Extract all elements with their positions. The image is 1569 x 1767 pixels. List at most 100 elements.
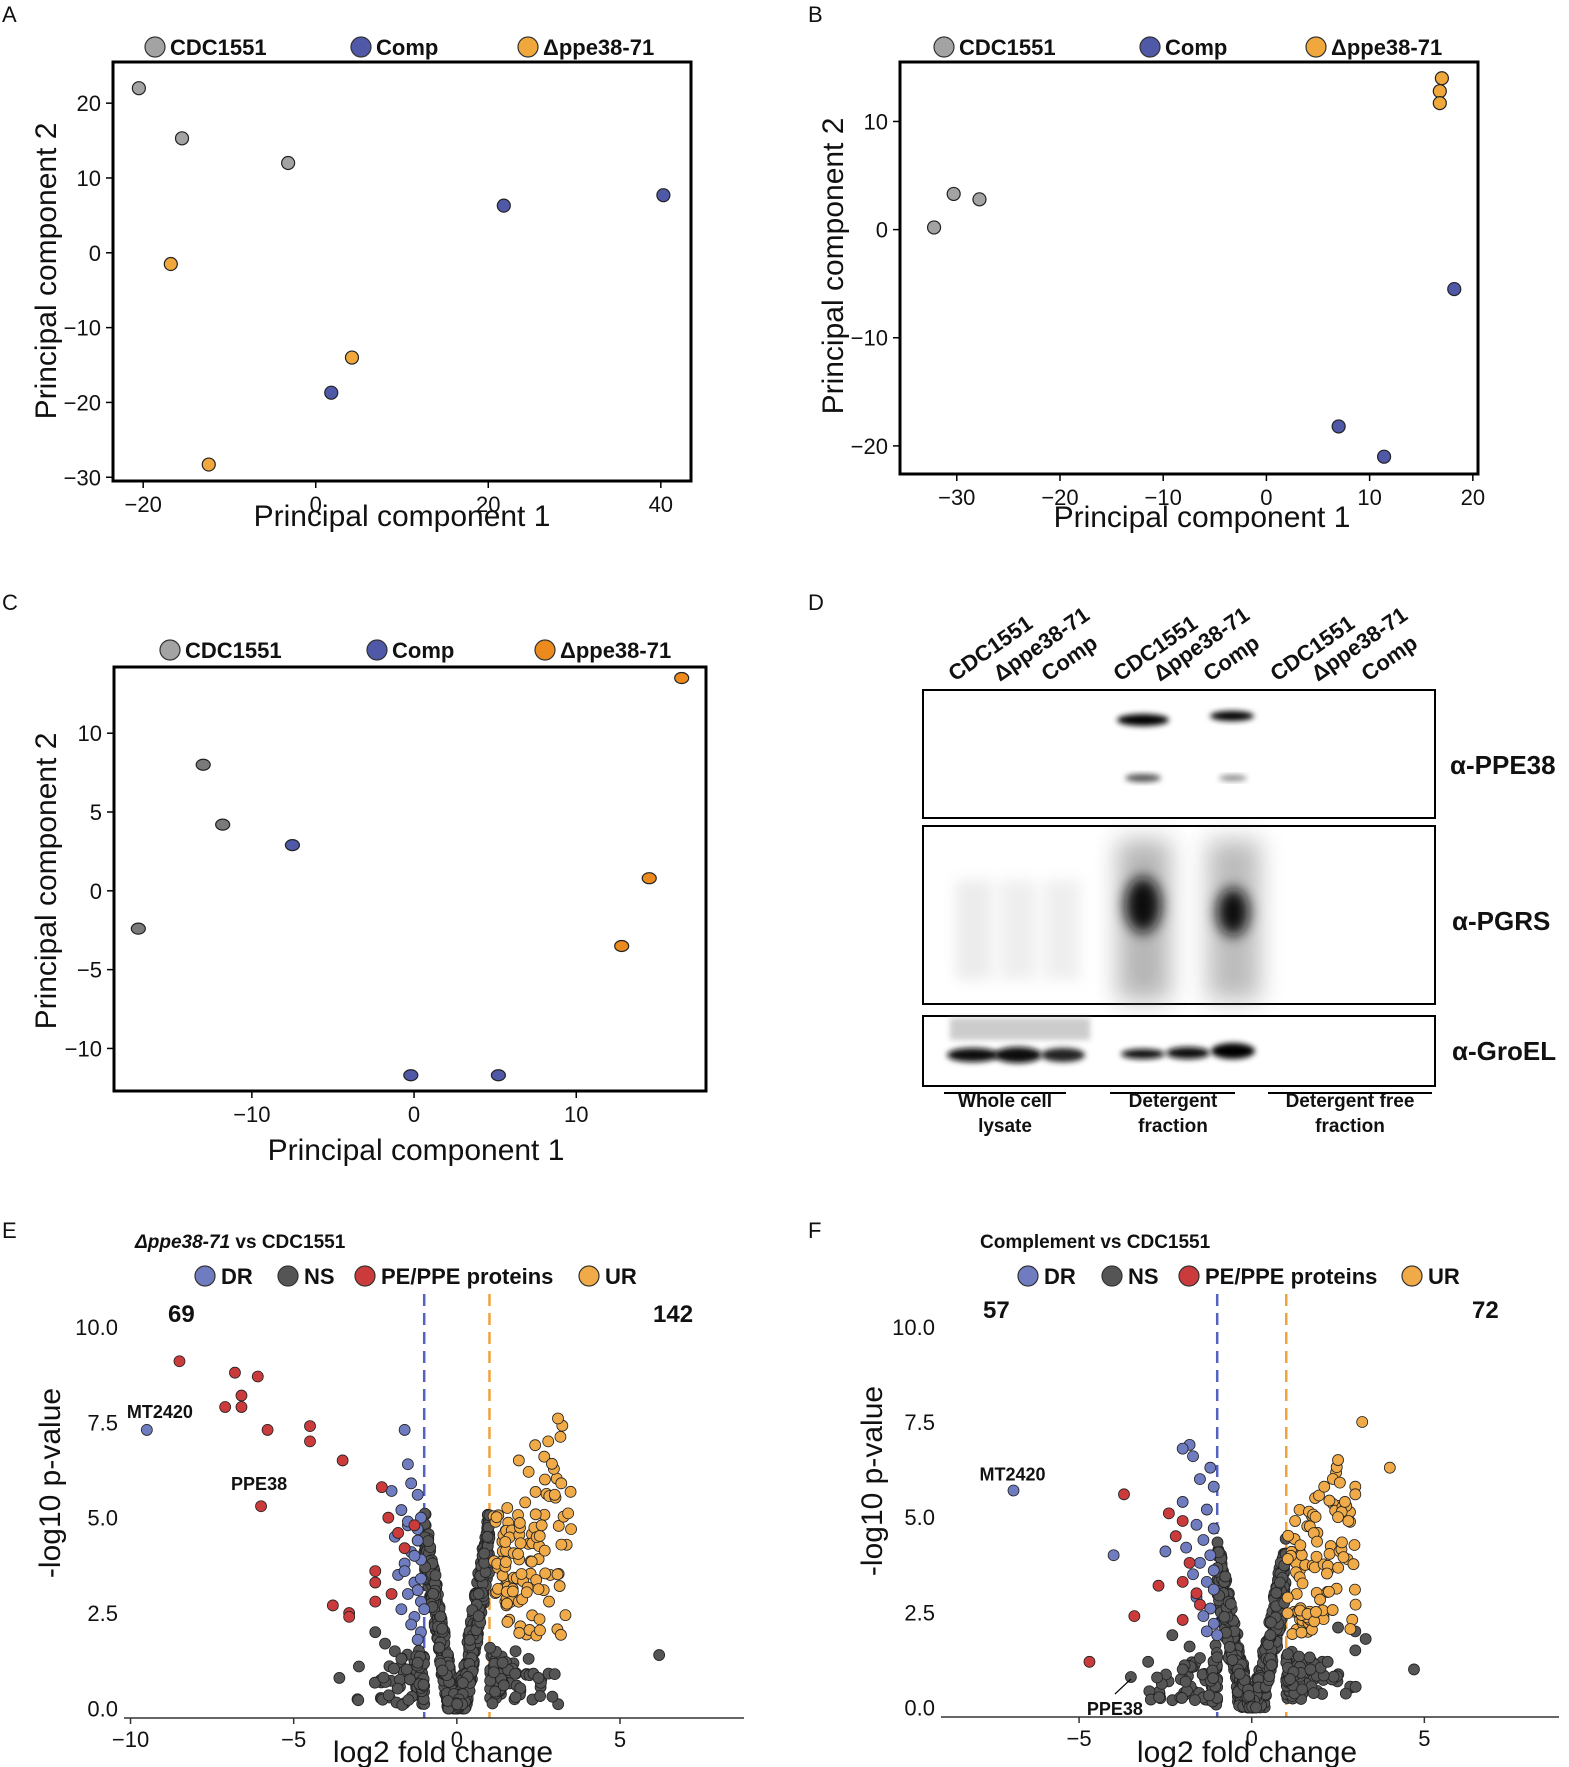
ns-point <box>1332 1621 1344 1634</box>
legend-label-ur: UR <box>1428 1264 1460 1289</box>
ns-point <box>463 1634 476 1646</box>
dr-point <box>408 1549 421 1562</box>
pe-point <box>343 1610 356 1623</box>
ns-point <box>1264 1629 1277 1641</box>
pe-point <box>235 1389 248 1402</box>
data-point-cdc_dark <box>130 922 146 935</box>
dr-point <box>1159 1545 1172 1558</box>
dr-point <box>1207 1522 1220 1535</box>
legend-marker-delta <box>1305 36 1327 58</box>
ur-point <box>551 1568 564 1581</box>
y-tick-label: 5.0 <box>904 1505 935 1530</box>
dr-point <box>1200 1625 1213 1638</box>
dr-point <box>415 1511 427 1524</box>
pca-plot-c: CDC1551 Comp Δppe38-71 −10 0 10 10 5 0 −5 −10 P… <box>30 638 708 1167</box>
x-tick-label: 0 <box>310 492 322 517</box>
dr-point <box>1176 1442 1189 1455</box>
ns-point <box>1179 1675 1192 1688</box>
band-ppe38-cdc-detergent <box>1117 714 1169 726</box>
pe-point <box>1128 1610 1141 1623</box>
annotation-label: MT2420 <box>127 1402 193 1422</box>
ur-point <box>1310 1550 1323 1563</box>
x-tick-label: 10 <box>1357 485 1381 510</box>
ur-point <box>1326 1604 1339 1616</box>
ns-point <box>1166 1629 1179 1642</box>
bands-ppe38 <box>1117 711 1254 782</box>
pe-point <box>1190 1587 1203 1600</box>
ur-point <box>539 1567 552 1580</box>
data-point-delta <box>163 256 178 272</box>
legend-marker-comp <box>1139 36 1161 58</box>
ns-point <box>1408 1663 1420 1676</box>
dr-point <box>1197 1534 1210 1546</box>
x-axis-label-e: log2 fold change <box>333 1736 553 1767</box>
pe-point <box>255 1500 267 1513</box>
data-point-delta <box>344 350 360 365</box>
pe-point <box>304 1435 316 1448</box>
antibody-label-groel: α-GroEL <box>1452 1036 1556 1066</box>
annotation-label: PPE38 <box>231 1474 287 1494</box>
ur-point <box>529 1439 542 1452</box>
ns-point <box>433 1641 446 1654</box>
x-tick-label: 0 <box>1260 485 1272 510</box>
ns-point <box>1349 1644 1362 1657</box>
volcano-plot-e: Δppe38-71 vs CDC1551 DR NS PE/PPE protei… <box>34 1232 744 1767</box>
data-point-comp <box>1331 419 1346 434</box>
title-italic-e: Δppe38-71 <box>134 1232 230 1253</box>
legend-label-delta: Δppe38-71 <box>560 638 671 663</box>
dr-point <box>1187 1450 1199 1463</box>
ns-point <box>400 1663 413 1676</box>
y-tick-label: 0 <box>90 879 102 904</box>
y-tick-label: 5 <box>90 800 102 825</box>
ur-point <box>1321 1567 1333 1580</box>
ns-point <box>509 1691 522 1704</box>
ns-point <box>1183 1640 1196 1653</box>
ns-point <box>333 1672 346 1684</box>
ns-point <box>481 1530 494 1543</box>
y-axis-label-c: Principal component 2 <box>30 733 63 1030</box>
band-pgrs-cdc-detergent <box>1125 877 1161 933</box>
dr-point <box>411 1584 424 1597</box>
band-ppe38-comp-lower <box>1219 775 1247 781</box>
band-groel-detergent-2 <box>1166 1047 1210 1059</box>
pe-point <box>1194 1598 1206 1611</box>
count-up-f: 72 <box>1472 1297 1499 1324</box>
ns-point <box>1223 1641 1236 1653</box>
ns-point <box>534 1690 546 1702</box>
ur-point <box>1342 1515 1355 1527</box>
legend-label-delta: Δppe38-71 <box>543 35 654 60</box>
ns-point <box>653 1649 666 1661</box>
y-tick-label: 10 <box>77 166 101 191</box>
ur-point <box>554 1430 567 1443</box>
ur-point <box>1289 1515 1302 1527</box>
ns-point <box>369 1626 382 1639</box>
ur-point <box>555 1538 568 1551</box>
legend-label-comp: Comp <box>1165 35 1227 60</box>
data-point-delta <box>1432 84 1447 99</box>
ns-point <box>548 1668 561 1681</box>
ur-point <box>1313 1489 1325 1502</box>
legend-marker-ns <box>1101 1265 1123 1287</box>
ns-point <box>1327 1670 1340 1683</box>
ns-point <box>1359 1633 1372 1645</box>
y-tick-label: 2.5 <box>87 1601 118 1626</box>
y-tick-label: −20 <box>64 390 101 415</box>
x-tick-label: 20 <box>476 492 500 517</box>
ur-point <box>512 1548 524 1560</box>
ns-point <box>404 1673 416 1686</box>
ns-point <box>1296 1683 1309 1696</box>
dr-point <box>411 1488 424 1501</box>
ur-point <box>1332 1511 1344 1524</box>
data-point-comp <box>1376 449 1392 464</box>
ur-point <box>1348 1539 1361 1551</box>
ur-point <box>515 1568 528 1580</box>
ur-point <box>1337 1551 1350 1563</box>
dr-point <box>1200 1575 1213 1588</box>
dr-point <box>1204 1549 1217 1562</box>
ns-point <box>395 1652 408 1665</box>
x-tick-label: 0 <box>1246 1726 1258 1751</box>
bands-pgrs <box>956 840 1260 1000</box>
smear-pgrs-lysate-2 <box>1000 880 1036 980</box>
y-tick-label: 10 <box>864 109 888 134</box>
ns-point <box>532 1672 545 1684</box>
